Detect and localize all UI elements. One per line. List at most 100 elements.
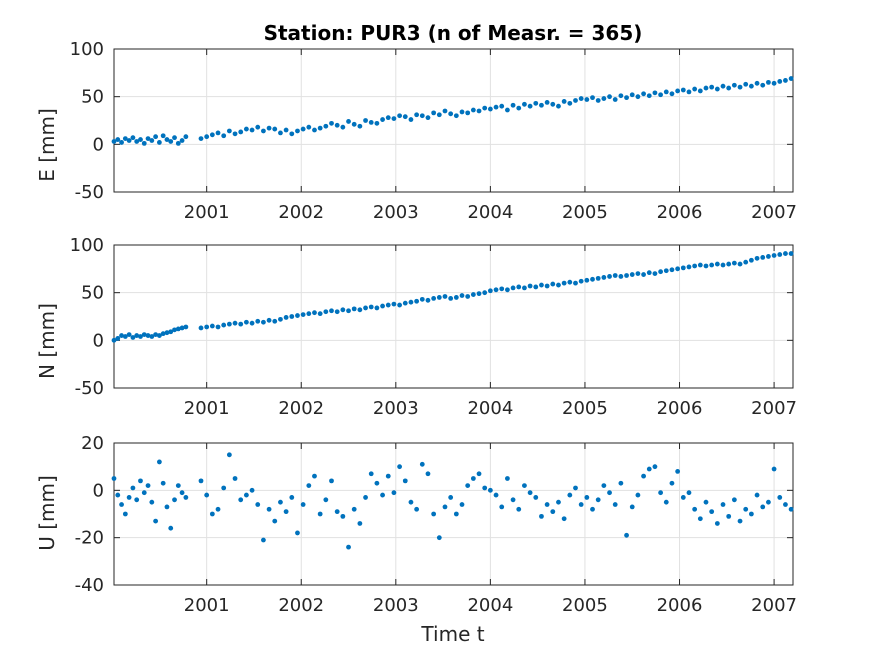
data-point-east [470, 107, 476, 113]
data-point-north [720, 262, 726, 268]
data-point-north [748, 257, 754, 263]
x-tick-label: 2006 [657, 398, 703, 419]
data-point-up [635, 492, 641, 498]
data-point-up [618, 480, 624, 486]
plot-area-east [113, 48, 794, 193]
data-point-north [465, 294, 471, 299]
data-point-north [160, 331, 166, 337]
data-point-north [340, 307, 346, 313]
data-point-up [243, 492, 249, 498]
data-point-up [459, 502, 465, 507]
data-point-east [737, 84, 743, 90]
data-point-north [499, 286, 505, 292]
data-point-east [329, 120, 334, 126]
data-point-north [658, 269, 664, 275]
data-point-north [527, 283, 533, 289]
data-point-north [261, 319, 266, 325]
data-point-east [522, 101, 527, 107]
data-point-north [754, 255, 760, 261]
data-point-north [179, 325, 185, 331]
data-point-east [760, 82, 766, 88]
x-tick-label: 2006 [657, 595, 703, 616]
data-point-up [612, 502, 618, 507]
data-point-north [164, 330, 170, 336]
data-point-north [544, 283, 550, 289]
data-point-up [771, 466, 777, 472]
data-point-east [709, 84, 715, 90]
data-point-north [737, 261, 743, 267]
data-point-east [278, 130, 283, 136]
data-point-east [573, 98, 578, 103]
data-point-east [419, 113, 425, 119]
data-point-north [476, 291, 482, 297]
data-point-north [145, 333, 151, 338]
data-point-up [175, 483, 181, 488]
data-point-up [743, 506, 749, 512]
data-point-north [243, 319, 249, 325]
data-point-north [172, 327, 177, 333]
data-point-east [408, 117, 414, 122]
data-point-north [300, 312, 306, 317]
data-point-up [680, 495, 686, 500]
data-point-east [578, 96, 584, 101]
x-tick-label: 2002 [278, 595, 324, 616]
data-point-up [306, 483, 312, 488]
data-point-east [595, 98, 601, 103]
data-point-east [391, 116, 397, 121]
data-point-up [168, 525, 174, 531]
data-point-east [516, 105, 522, 111]
data-point-east [618, 93, 624, 99]
y-tick-label: 20 [81, 433, 104, 454]
x-tick-label: 2001 [184, 202, 230, 223]
data-point-up [391, 490, 397, 496]
data-point-east [357, 123, 363, 129]
data-point-north [115, 336, 121, 341]
data-point-east [425, 115, 431, 121]
data-point-north [731, 260, 737, 266]
data-point-north [249, 320, 255, 326]
data-point-up [363, 495, 368, 500]
data-point-east [607, 94, 612, 100]
data-point-north [686, 264, 692, 270]
data-point-east [550, 101, 556, 107]
data-point-north [743, 259, 749, 265]
data-point-north [590, 276, 595, 282]
axes-border-north [113, 244, 794, 389]
data-point-north [278, 316, 283, 322]
data-point-north [663, 268, 669, 274]
data-point-up [419, 461, 425, 467]
data-point-east [351, 121, 357, 127]
data-point-east [748, 83, 754, 89]
y-axis-label-east: E [mm] [35, 108, 59, 182]
panel-up: 2001 2002 2003 2004 2005 2006 2007 20 0 -20 -40 U [… [35, 433, 797, 646]
data-point-east [624, 95, 629, 101]
data-point-east [675, 88, 681, 94]
data-point-east [459, 109, 465, 115]
data-point-up [493, 492, 499, 498]
data-point-up [629, 504, 635, 510]
data-point-east [368, 120, 374, 125]
data-point-north [516, 284, 522, 290]
y-tick-label: -40 [75, 575, 104, 596]
data-point-up [160, 480, 166, 486]
data-point-north [156, 333, 162, 338]
data-point-north [119, 333, 124, 338]
data-point-north [397, 302, 402, 308]
y-tick-label: 0 [93, 330, 104, 351]
data-point-north [646, 270, 652, 276]
data-point-north [209, 323, 215, 329]
x-axis-label: Time t [420, 622, 484, 646]
data-point-east [680, 87, 686, 93]
y-tick-label: 100 [70, 39, 104, 60]
data-point-north [334, 309, 340, 315]
data-point-east [629, 92, 635, 98]
x-tick-label: 2001 [184, 398, 230, 419]
x-tick-label: 2003 [373, 202, 419, 223]
data-point-east [658, 92, 664, 98]
data-point-east [266, 125, 272, 131]
data-point-up [482, 485, 488, 491]
data-point-east [255, 124, 261, 130]
data-point-up [425, 471, 431, 477]
data-point-up [595, 497, 601, 503]
